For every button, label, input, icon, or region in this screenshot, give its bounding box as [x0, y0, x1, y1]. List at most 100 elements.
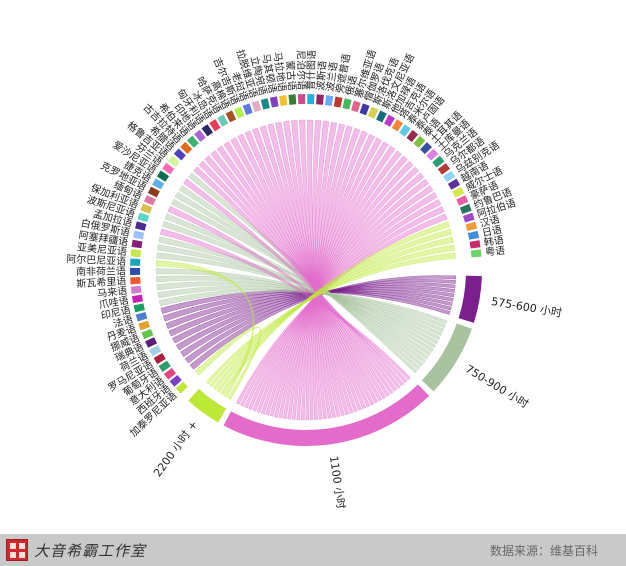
language-swatch [467, 230, 480, 240]
chord-link [156, 281, 445, 333]
language-swatch [459, 203, 472, 214]
language-label: 尼泊尔语 [294, 50, 308, 90]
language-swatch [316, 94, 324, 105]
chord-link [210, 150, 390, 397]
chord-link [252, 185, 434, 412]
language-swatch [143, 194, 156, 206]
language-swatch [130, 249, 142, 258]
language-swatch [465, 221, 478, 232]
chord-link [193, 166, 401, 389]
chord-link [178, 185, 421, 371]
group-label: 1100 小时 [327, 455, 348, 510]
group-arc [188, 388, 227, 423]
language-swatch [456, 195, 469, 206]
language-swatch [156, 170, 170, 182]
chord-link [204, 155, 394, 395]
language-swatch [251, 100, 262, 113]
chord-link [184, 279, 456, 364]
language-swatch [391, 119, 404, 132]
language-swatch [351, 100, 361, 113]
language-swatch [130, 285, 142, 294]
chord-link [183, 178, 405, 387]
chord-link [219, 221, 450, 396]
chord-link [157, 285, 446, 329]
language-swatch [194, 129, 206, 142]
group-label: 575-600 小时 [490, 295, 563, 320]
chord-link [158, 236, 434, 353]
chord-link [267, 123, 358, 413]
language-swatch [158, 360, 171, 373]
language-swatch [269, 96, 279, 108]
language-swatch [131, 294, 143, 304]
chord-link [307, 119, 336, 418]
chord-link [312, 120, 332, 419]
chord-link [165, 290, 453, 330]
language-swatch [234, 106, 245, 119]
chord-link [175, 285, 456, 351]
language-label: 蒙古语 [283, 60, 298, 91]
language-swatch [147, 186, 160, 198]
language-swatch [384, 114, 396, 127]
language-label: 汉语 [479, 213, 501, 230]
studio-seal-logo [6, 539, 28, 561]
language-label: 南非荷兰语 [76, 265, 126, 278]
chord-link [287, 141, 389, 420]
language-swatch [367, 106, 379, 119]
chord-link [275, 121, 354, 414]
language-swatch [260, 98, 270, 110]
language-swatch [413, 135, 426, 148]
language-label: 普什图语 [304, 50, 318, 90]
chord-link [156, 252, 439, 345]
language-swatch [279, 95, 288, 106]
chord-link [158, 288, 448, 324]
language-label: 俄语 [343, 74, 359, 96]
language-swatch [470, 249, 482, 258]
chord-link [180, 282, 456, 358]
language-swatch [225, 110, 237, 123]
language-swatch [135, 312, 148, 322]
chord-link [235, 213, 448, 405]
language-swatch [297, 94, 306, 105]
language-label: 波斯语 [314, 60, 329, 91]
language-swatch [140, 203, 153, 214]
language-swatch [288, 94, 297, 105]
chord-link [239, 206, 445, 407]
language-swatch [153, 353, 166, 365]
language-swatch [173, 148, 186, 161]
chord-link [314, 120, 330, 420]
chord-link [269, 160, 414, 417]
language-swatch [149, 345, 162, 357]
chord-link [164, 213, 429, 360]
language-swatch [333, 96, 343, 108]
language-swatch [175, 381, 188, 394]
language-swatch [186, 135, 199, 148]
language-swatch [342, 98, 352, 110]
chord-link [198, 160, 398, 392]
language-swatch [437, 163, 451, 175]
chord-link [168, 289, 454, 337]
language-swatch [469, 240, 481, 249]
chord-link [244, 199, 442, 409]
chord-link [162, 220, 432, 356]
language-swatch [406, 129, 419, 143]
chord-link [205, 252, 456, 385]
language-swatch [133, 230, 145, 240]
language-swatch [130, 258, 141, 266]
language-swatch [163, 367, 177, 380]
chord-link [216, 228, 453, 393]
language-swatch [133, 303, 145, 313]
footer-bar: 大音希霸工作室 数据来源：维基百科 [0, 534, 626, 566]
group-label: 750-900 小时 [463, 362, 531, 410]
chord-link [162, 290, 452, 322]
chord-link [155, 260, 255, 398]
chord-link [209, 244, 455, 388]
language-swatch [130, 276, 141, 285]
language-swatch [180, 141, 193, 154]
chord-link [274, 155, 408, 418]
language-swatch [452, 186, 465, 198]
language-label: 日语 [481, 224, 503, 240]
chord-link [282, 145, 396, 419]
language-swatch [152, 178, 165, 190]
language-swatch [137, 212, 150, 223]
language-swatch [462, 212, 475, 223]
